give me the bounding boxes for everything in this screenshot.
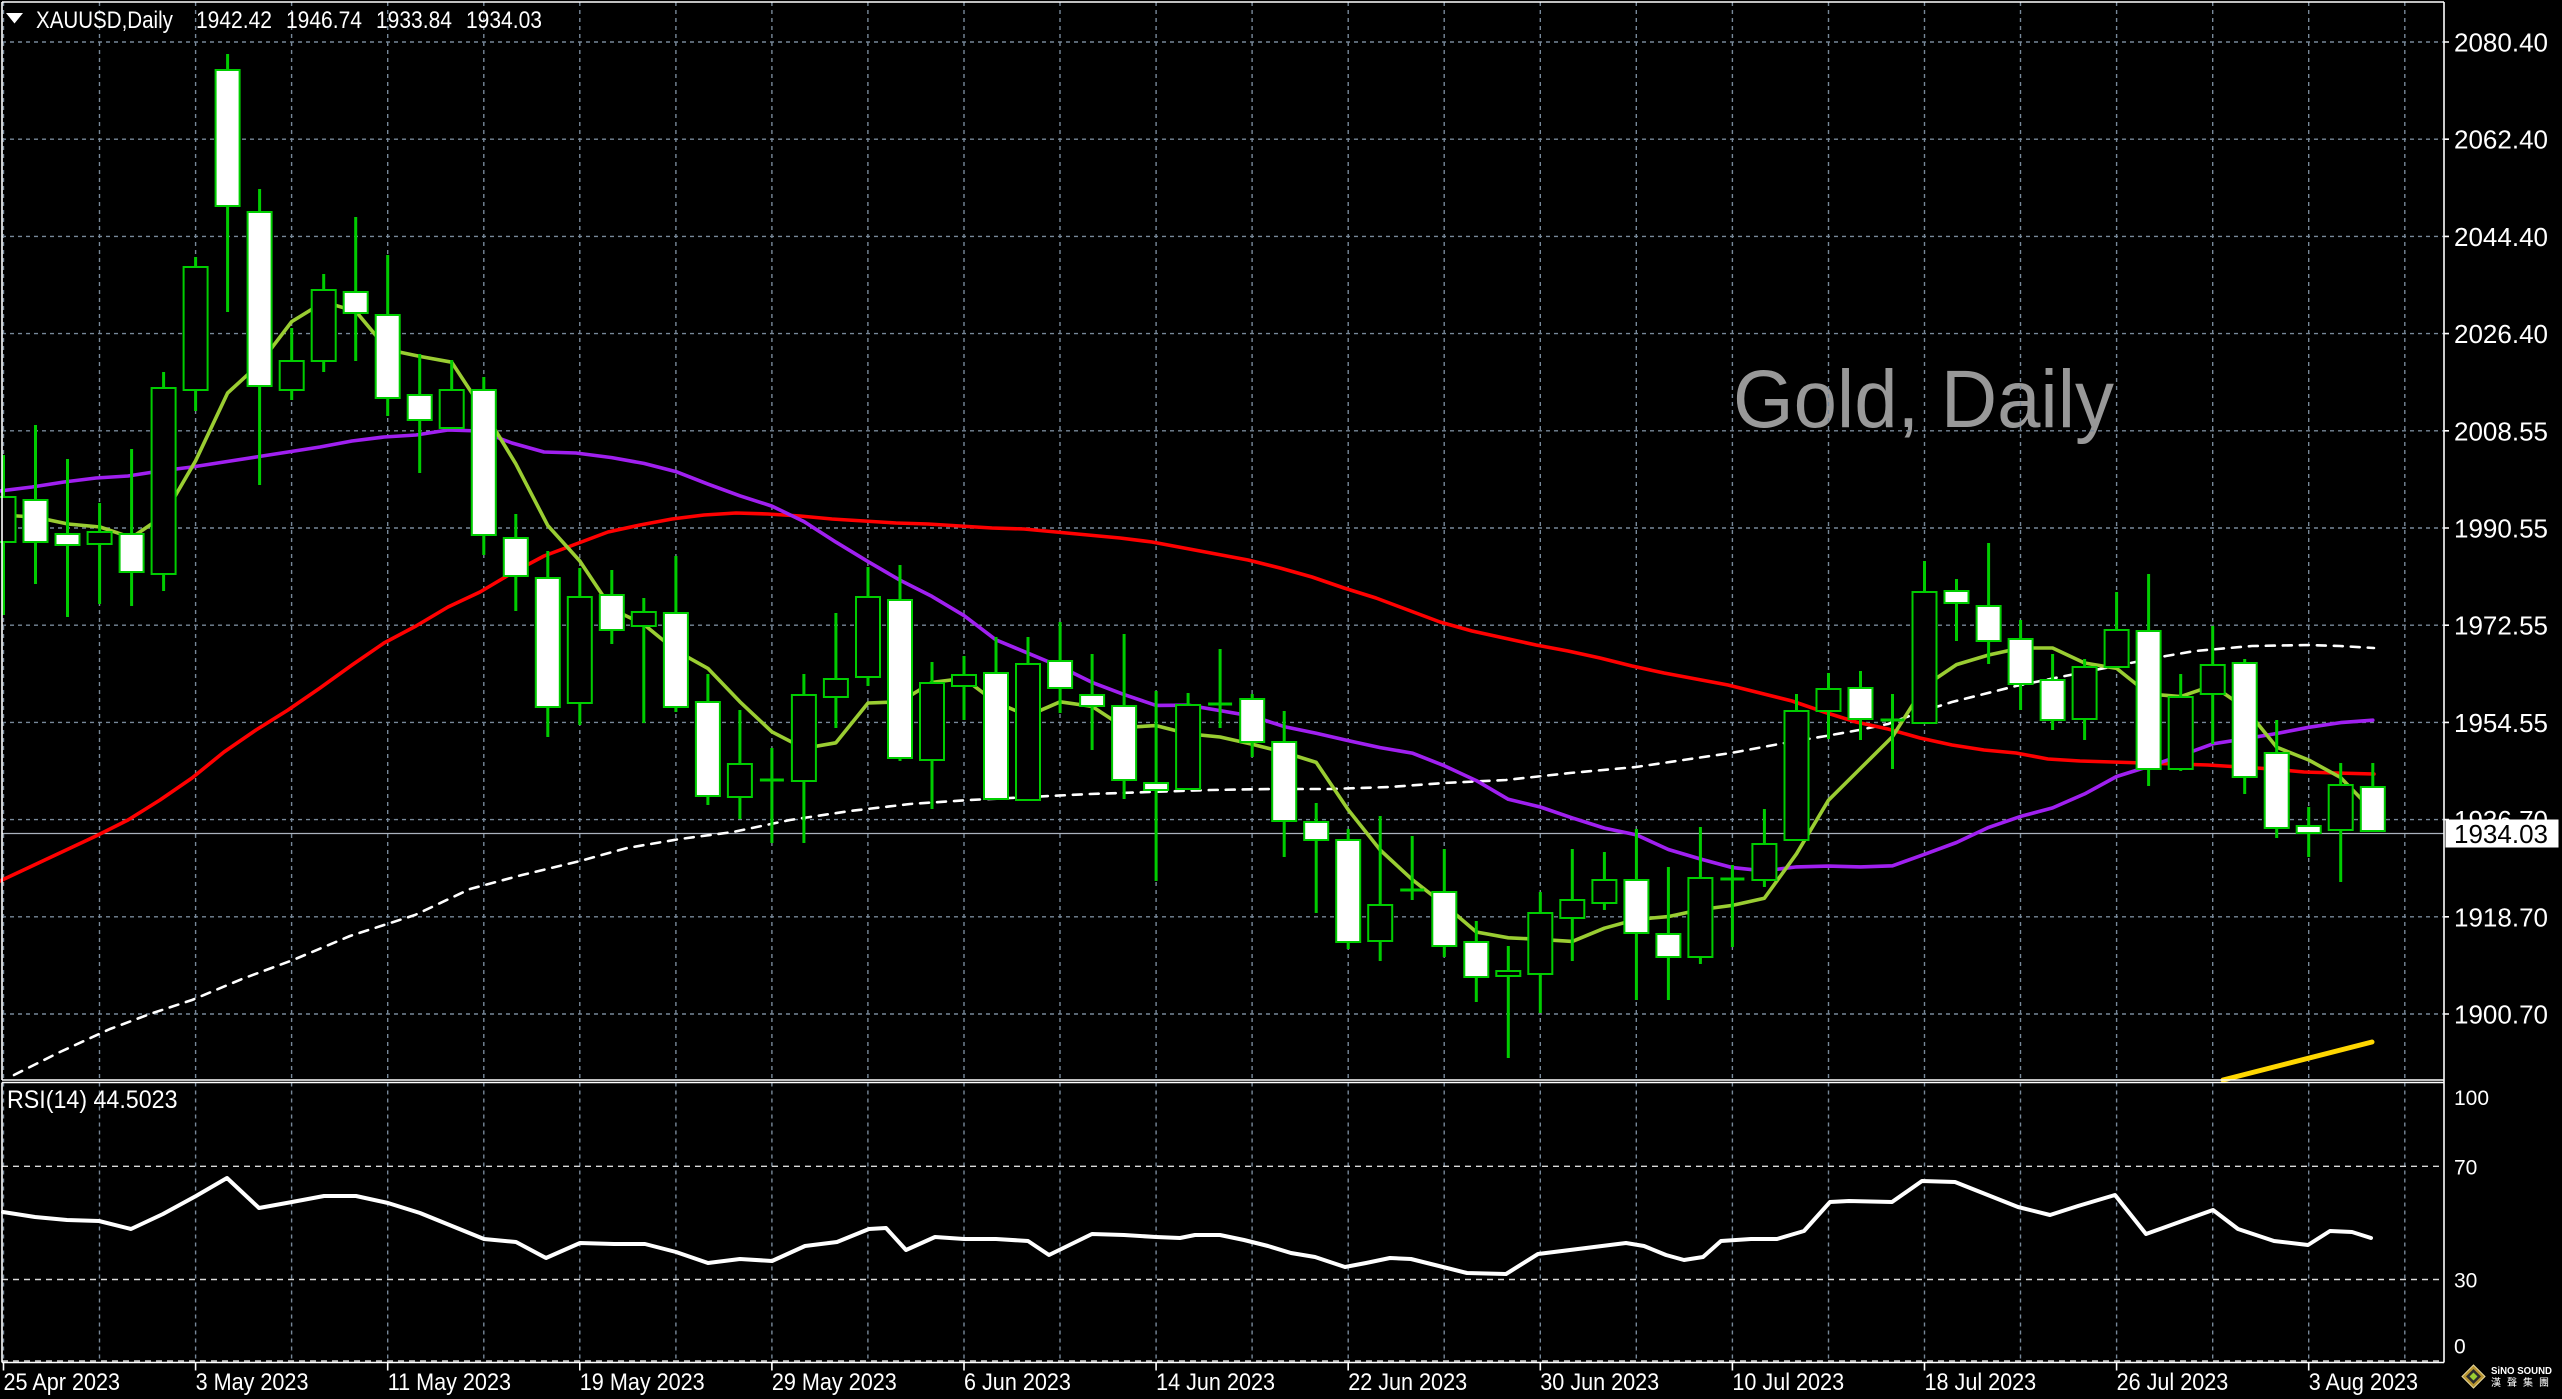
- svg-text:1946.74: 1946.74: [286, 7, 362, 34]
- svg-text:RSI(14) 44.5023: RSI(14) 44.5023: [7, 1086, 177, 1114]
- svg-text:XAUUSD,Daily: XAUUSD,Daily: [36, 7, 174, 34]
- svg-text:1933.84: 1933.84: [376, 7, 452, 34]
- svg-text:漢聲集團: 漢聲集團: [2491, 1376, 2555, 1389]
- svg-text:1990.55: 1990.55: [2454, 514, 2548, 544]
- svg-text:2008.55: 2008.55: [2454, 416, 2548, 446]
- svg-text:22 Jun 2023: 22 Jun 2023: [1348, 1368, 1467, 1395]
- svg-text:70: 70: [2454, 1156, 2477, 1179]
- svg-text:SiNO SOUND: SiNO SOUND: [2491, 1366, 2552, 1377]
- svg-text:10 Jul 2023: 10 Jul 2023: [1732, 1368, 1844, 1395]
- svg-text:3 May 2023: 3 May 2023: [196, 1368, 309, 1395]
- svg-text:30 Jun 2023: 30 Jun 2023: [1540, 1368, 1659, 1395]
- svg-text:3 Aug 2023: 3 Aug 2023: [2309, 1368, 2418, 1395]
- svg-text:2044.40: 2044.40: [2454, 222, 2548, 252]
- svg-text:1900.70: 1900.70: [2454, 1000, 2548, 1030]
- svg-text:1934.03: 1934.03: [2454, 819, 2548, 849]
- svg-text:26 Jul 2023: 26 Jul 2023: [2117, 1368, 2229, 1395]
- svg-text:30: 30: [2454, 1270, 2477, 1293]
- svg-text:11 May 2023: 11 May 2023: [388, 1368, 511, 1395]
- svg-text:6 Jun 2023: 6 Jun 2023: [964, 1368, 1071, 1395]
- svg-text:0: 0: [2454, 1336, 2466, 1359]
- svg-text:14 Jun 2023: 14 Jun 2023: [1156, 1368, 1275, 1395]
- svg-text:Gold, Daily: Gold, Daily: [1733, 354, 2114, 445]
- svg-text:1918.70: 1918.70: [2454, 902, 2548, 932]
- svg-text:25 Apr 2023: 25 Apr 2023: [4, 1368, 120, 1395]
- svg-text:1934.03: 1934.03: [466, 7, 542, 34]
- svg-text:18 Jul 2023: 18 Jul 2023: [1925, 1368, 2037, 1395]
- svg-text:100: 100: [2454, 1087, 2489, 1110]
- svg-text:29 May 2023: 29 May 2023: [772, 1368, 897, 1395]
- svg-text:2062.40: 2062.40: [2454, 125, 2548, 155]
- svg-text:1942.42: 1942.42: [196, 7, 272, 34]
- svg-text:2026.40: 2026.40: [2454, 319, 2548, 349]
- svg-text:1954.55: 1954.55: [2454, 708, 2548, 738]
- svg-text:19 May 2023: 19 May 2023: [580, 1368, 705, 1395]
- svg-text:1972.55: 1972.55: [2454, 611, 2548, 641]
- svg-text:2080.40: 2080.40: [2454, 28, 2548, 58]
